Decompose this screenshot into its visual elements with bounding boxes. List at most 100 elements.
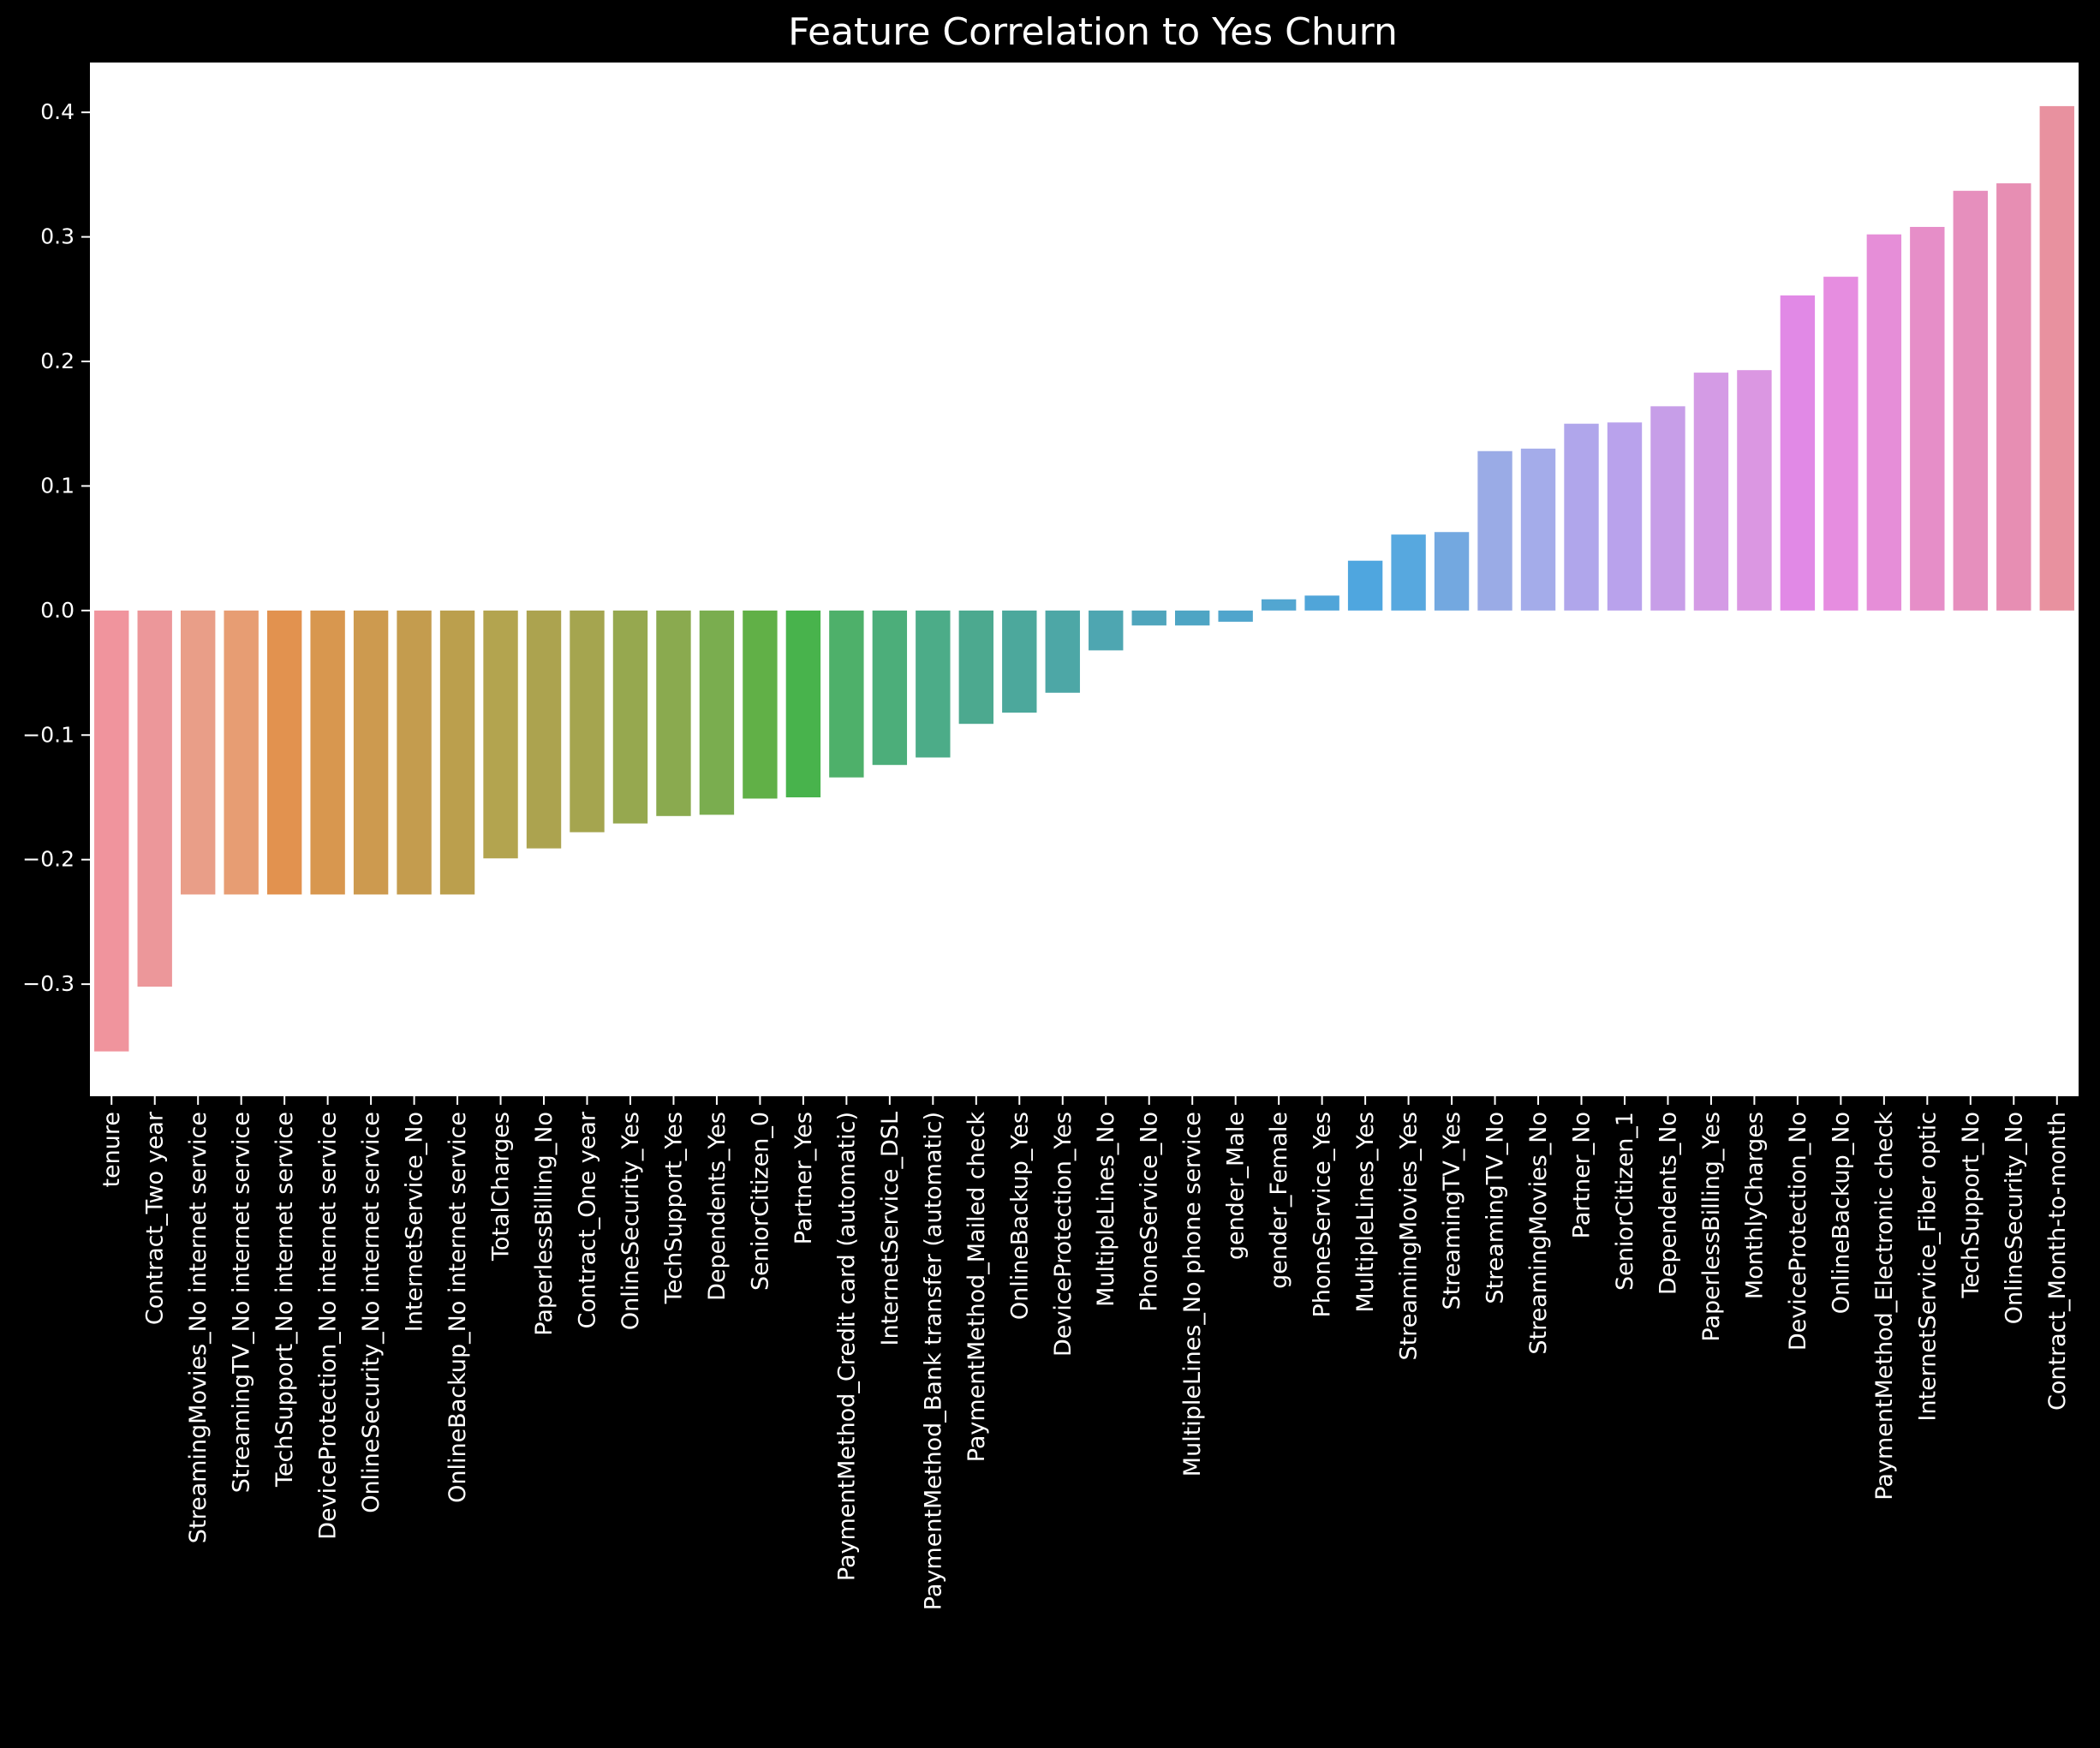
bar-32 bbox=[1477, 450, 1512, 611]
bar-14 bbox=[699, 610, 735, 815]
bar-38 bbox=[1737, 370, 1772, 611]
x-tick-label-28: PhoneService_Yes bbox=[1310, 1112, 1336, 1318]
x-tick-label-30: StreamingMovies_Yes bbox=[1396, 1112, 1423, 1361]
x-tick-label-5: DeviceProtection_No internet service bbox=[315, 1112, 342, 1540]
bar-28 bbox=[1304, 595, 1339, 611]
x-tick-label-27: gender_Female bbox=[1266, 1112, 1292, 1289]
x-tick-label-29: MultipleLines_Yes bbox=[1352, 1112, 1379, 1313]
bar-25 bbox=[1175, 610, 1210, 626]
bar-22 bbox=[1045, 610, 1080, 693]
x-tick-label-26: gender_Male bbox=[1223, 1112, 1250, 1260]
x-tick-label-33: StreamingMovies_No bbox=[1525, 1112, 1552, 1355]
bar-15 bbox=[743, 610, 778, 799]
bar-34 bbox=[1564, 423, 1599, 611]
x-tick-label-45: Contract_Month-to-month bbox=[2044, 1112, 2071, 1411]
x-tick-label-37: PaperlessBilling_Yes bbox=[1698, 1112, 1725, 1342]
bar-1 bbox=[137, 610, 172, 987]
bar-4 bbox=[266, 610, 302, 895]
x-tick-label-42: InternetService_Fiber optic bbox=[1914, 1112, 1941, 1422]
x-tick-label-24: PhoneService_No bbox=[1137, 1112, 1163, 1312]
x-tick-label-6: OnlineSecurity_No internet service bbox=[358, 1112, 385, 1513]
x-tick-label-17: PaymentMethod_Credit card (automatic) bbox=[833, 1112, 860, 1581]
y-tick-label-3: 0.0 bbox=[40, 598, 75, 623]
y-tick-label-2: −0.1 bbox=[22, 722, 75, 747]
x-tick-label-41: PaymentMethod_Electronic check bbox=[1871, 1112, 1898, 1500]
x-tick-label-36: Dependents_No bbox=[1655, 1112, 1681, 1295]
x-tick-label-11: Contract_One year bbox=[575, 1111, 601, 1328]
x-tick-label-9: TotalCharges bbox=[488, 1112, 515, 1262]
x-tick-label-10: PaperlessBilling_No bbox=[531, 1112, 558, 1336]
bar-18 bbox=[872, 610, 908, 766]
x-tick-label-39: DeviceProtection_No bbox=[1785, 1112, 1811, 1351]
y-tick-label-1: −0.2 bbox=[22, 847, 75, 872]
bar-24 bbox=[1131, 610, 1166, 626]
x-tick-label-3: StreamingTV_No internet service bbox=[229, 1112, 255, 1493]
bar-40 bbox=[1823, 277, 1858, 611]
bar-42 bbox=[1910, 226, 1945, 611]
bar-43 bbox=[1953, 190, 1988, 611]
bar-17 bbox=[829, 610, 864, 778]
y-axis: −0.3 −0.2 −0.1 0.0 0.1 0.2 0.3 0.4 bbox=[22, 99, 90, 996]
y-tick-label-4: 0.1 bbox=[40, 473, 75, 498]
bar-33 bbox=[1520, 448, 1556, 611]
chart-title: Feature Correlation to Yes Churn bbox=[788, 10, 1398, 54]
x-tick-label-2: StreamingMovies_No internet service bbox=[185, 1112, 212, 1543]
bar-41 bbox=[1866, 234, 1902, 611]
x-tick-label-23: MultipleLines_No bbox=[1093, 1112, 1119, 1307]
bar-10 bbox=[526, 610, 562, 849]
x-tick-label-19: PaymentMethod_Bank transfer (automatic) bbox=[920, 1112, 946, 1610]
bar-37 bbox=[1693, 373, 1729, 611]
x-tick-label-31: StreamingTV_Yes bbox=[1439, 1112, 1465, 1310]
y-tick-label-0: −0.3 bbox=[22, 971, 75, 996]
y-tick-label-7: 0.4 bbox=[40, 99, 75, 124]
bar-20 bbox=[958, 610, 993, 725]
x-axis: tenure Contract_Two year StreamingMovies_N… bbox=[98, 1096, 2071, 1610]
x-tick-label-44: OnlineSecurity_No bbox=[2001, 1112, 2027, 1324]
bar-44 bbox=[1996, 183, 2031, 611]
x-tick-label-0: tenure bbox=[98, 1112, 125, 1188]
bar-0 bbox=[94, 610, 129, 1052]
x-tick-label-25: MultipleLines_No phone service bbox=[1179, 1112, 1206, 1477]
x-tick-label-43: TechSupport_No bbox=[1958, 1112, 1984, 1298]
bar-6 bbox=[353, 610, 389, 895]
bar-23 bbox=[1089, 610, 1124, 651]
x-tick-label-21: OnlineBackup_Yes bbox=[1006, 1112, 1033, 1320]
bar-7 bbox=[397, 610, 432, 895]
bar-45 bbox=[2039, 105, 2074, 611]
bar-8 bbox=[439, 610, 475, 895]
bar-36 bbox=[1650, 406, 1685, 611]
bar-19 bbox=[916, 610, 951, 758]
x-tick-label-18: InternetService_DSL bbox=[877, 1112, 904, 1345]
x-tick-label-12: OnlineSecurity_Yes bbox=[617, 1112, 644, 1330]
bar-21 bbox=[1002, 610, 1037, 713]
x-tick-label-20: PaymentMethod_Mailed check bbox=[963, 1112, 990, 1463]
bar-26 bbox=[1218, 610, 1253, 622]
bar-3 bbox=[224, 610, 259, 895]
bar-9 bbox=[483, 610, 518, 859]
bar-11 bbox=[570, 610, 605, 832]
x-tick-label-40: OnlineBackup_No bbox=[1828, 1112, 1854, 1314]
bar-2 bbox=[181, 610, 216, 895]
bar-5 bbox=[310, 610, 345, 895]
bar-13 bbox=[656, 610, 691, 816]
x-tick-label-13: TechSupport_Yes bbox=[660, 1112, 687, 1304]
bar-27 bbox=[1261, 599, 1297, 611]
x-tick-label-4: TechSupport_No internet service bbox=[271, 1112, 298, 1488]
x-tick-label-15: SeniorCitizen_0 bbox=[747, 1112, 773, 1291]
bar-30 bbox=[1391, 534, 1426, 611]
x-tick-label-34: Partner_No bbox=[1569, 1112, 1596, 1238]
bar-12 bbox=[612, 610, 648, 824]
y-tick-label-6: 0.3 bbox=[40, 224, 75, 249]
bar-16 bbox=[785, 610, 821, 797]
x-tick-label-35: SeniorCitizen_1 bbox=[1612, 1112, 1638, 1291]
x-tick-label-7: InternetService_No bbox=[402, 1112, 428, 1332]
x-tick-label-8: OnlineBackup_No internet service bbox=[444, 1112, 471, 1503]
x-tick-label-38: MonthlyCharges bbox=[1741, 1112, 1768, 1299]
x-tick-label-16: Partner_Yes bbox=[790, 1112, 817, 1244]
x-tick-label-32: StreamingTV_No bbox=[1483, 1112, 1509, 1304]
y-tick-label-5: 0.2 bbox=[40, 349, 75, 373]
bar-31 bbox=[1434, 532, 1470, 611]
bars-group bbox=[94, 105, 2074, 1052]
x-tick-label-22: DeviceProtection_Yes bbox=[1050, 1112, 1077, 1357]
